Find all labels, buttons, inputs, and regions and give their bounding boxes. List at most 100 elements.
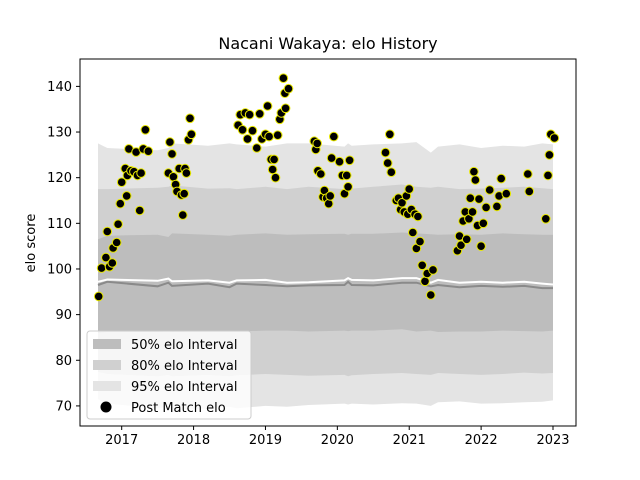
post-match-point	[115, 198, 126, 209]
post-match-point	[397, 198, 407, 208]
x-tick-label: 2019	[249, 433, 282, 448]
post-match-point	[408, 227, 418, 238]
post-match-point	[549, 133, 560, 143]
post-match-point	[278, 73, 289, 83]
y-tick-label: 70	[55, 399, 72, 414]
post-match-point	[417, 260, 428, 271]
x-tick-label: 2021	[393, 433, 426, 448]
post-match-point	[113, 219, 123, 229]
post-match-point	[270, 172, 281, 183]
post-match-point	[380, 147, 391, 158]
post-match-point	[501, 188, 512, 199]
post-match-point	[541, 214, 551, 224]
legend-swatch-band95	[93, 381, 121, 391]
post-match-point	[524, 186, 535, 197]
post-match-point	[476, 241, 486, 251]
post-match-point	[96, 263, 107, 273]
legend-label: 50% elo Interval	[131, 338, 238, 353]
post-match-point	[481, 202, 491, 213]
post-match-point	[341, 170, 352, 181]
y-tick-label: 140	[47, 80, 72, 95]
x-tick-label: 2017	[105, 433, 138, 448]
post-match-point	[237, 125, 248, 135]
post-match-point	[101, 252, 111, 263]
x-tick-label: 2020	[321, 433, 354, 448]
post-match-point	[272, 130, 283, 140]
x-axis-ticks: 2017 2018 2019 2020 2021 2022 2023	[105, 426, 570, 448]
post-match-point	[382, 158, 393, 168]
legend-label: Post Match elo	[131, 401, 226, 416]
post-match-point	[323, 198, 334, 209]
y-tick-label: 110	[47, 217, 72, 232]
post-match-point	[179, 188, 189, 199]
x-tick-label: 2023	[536, 433, 569, 448]
post-match-point	[474, 194, 484, 204]
post-match-point	[140, 125, 151, 135]
post-match-point	[470, 175, 481, 185]
post-match-point	[426, 290, 436, 300]
post-match-point	[492, 201, 502, 212]
post-match-point	[165, 137, 175, 147]
post-match-point	[264, 131, 274, 142]
legend-box	[86, 330, 252, 420]
post-match-point	[415, 236, 425, 247]
post-match-point	[254, 109, 265, 119]
post-match-point	[325, 191, 336, 201]
post-match-point	[121, 191, 132, 201]
median-line	[97, 280, 553, 290]
y-tick-label: 90	[55, 308, 72, 323]
post-match-point	[167, 149, 177, 159]
post-match-point	[386, 167, 397, 177]
post-match-point	[107, 258, 118, 268]
post-match-point	[344, 155, 355, 166]
post-match-point	[93, 291, 104, 302]
post-match-point	[267, 164, 278, 175]
post-match-point	[461, 234, 472, 245]
post-match-point	[465, 193, 476, 203]
chart-title: Nacani Wakaya: elo History	[218, 34, 437, 53]
post-match-point	[136, 168, 146, 178]
post-match-point	[312, 138, 323, 149]
plot-frame	[79, 58, 577, 427]
post-match-point	[523, 169, 533, 179]
legend-swatch-band50	[93, 339, 121, 349]
y-tick-label: 80	[55, 354, 72, 369]
post-match-point	[326, 153, 337, 163]
mean-line	[97, 276, 554, 286]
legend-point-marker	[100, 401, 112, 413]
post-match-point	[247, 125, 258, 136]
post-match-point	[178, 210, 188, 220]
post-match-point	[543, 170, 553, 181]
post-match-point	[143, 146, 154, 156]
post-match-point	[544, 150, 555, 160]
post-match-point	[404, 184, 415, 194]
legend: 50% elo Interval 80% elo Interval 95% elo …	[86, 330, 252, 420]
post-match-point	[420, 276, 430, 287]
post-match-point	[244, 109, 255, 120]
legend-swatch-band80	[93, 360, 121, 370]
center-lines	[97, 276, 554, 290]
x-tick-label: 2022	[465, 433, 498, 448]
post-match-point	[181, 168, 192, 178]
post-match-points	[93, 73, 560, 302]
post-match-point	[116, 177, 127, 187]
legend-label: 95% elo Interval	[131, 380, 238, 395]
post-match-point	[111, 237, 122, 248]
post-match-point	[428, 265, 438, 275]
post-match-point	[242, 134, 253, 144]
post-match-point	[385, 129, 395, 140]
post-match-point	[413, 211, 423, 222]
post-match-point	[343, 182, 353, 192]
legend-label: 80% elo Interval	[131, 359, 238, 374]
post-match-point	[280, 103, 291, 114]
post-match-point	[283, 83, 294, 94]
x-tick-label: 2018	[177, 433, 210, 448]
post-match-point	[456, 240, 466, 250]
post-match-point	[478, 218, 489, 229]
y-tick-label: 120	[47, 171, 72, 186]
y-tick-label: 100	[47, 262, 72, 277]
y-axis-label: elo score	[24, 214, 39, 273]
post-match-point	[484, 185, 495, 195]
post-match-point	[467, 207, 478, 217]
